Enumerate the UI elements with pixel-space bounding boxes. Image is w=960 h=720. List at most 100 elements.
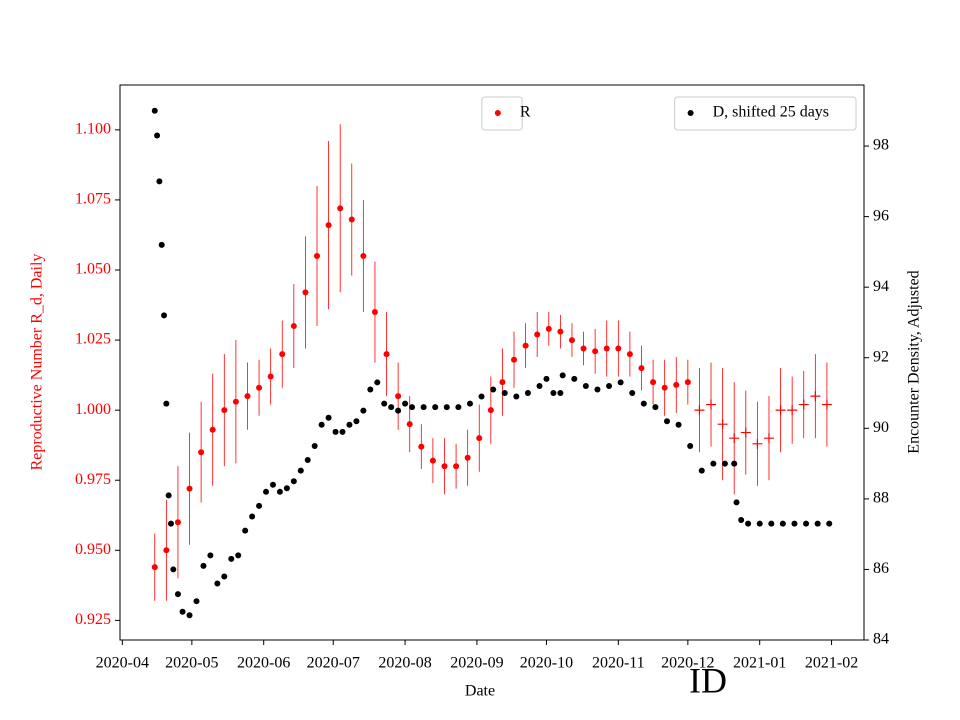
legend-box [481,96,523,131]
dot-marker [545,325,552,332]
dot-marker [768,520,775,527]
dot-marker [242,527,249,534]
y-tick-label: 0.975 [75,471,111,488]
dot-marker [325,414,332,421]
dot-marker [200,562,207,569]
dot-marker [174,591,181,598]
dot-marker [534,331,541,338]
y2-tick-label: 86 [873,560,889,577]
dot-marker [568,337,575,344]
y2-tick-label: 96 [873,207,889,224]
plus-marker [717,419,728,430]
dot-marker [432,404,439,411]
dot-marker [499,379,506,386]
dot-marker [304,457,311,464]
legend-label: R [520,104,531,121]
dot-marker [346,421,353,428]
plus-marker [694,405,705,416]
dot-marker [557,390,564,397]
dot-marker [186,485,193,492]
dot-marker [221,407,228,414]
plus-marker [810,391,821,402]
dot-marker [557,328,564,335]
dot-marker [367,386,374,393]
dot-marker [429,457,436,464]
y-tick-label: 0.950 [75,541,111,558]
dot-marker [402,400,409,407]
dot-marker [501,390,508,397]
dot-marker [381,400,388,407]
dot-marker [675,421,682,428]
dot-marker [420,404,427,411]
dot-marker [290,323,297,330]
plot-frame [119,84,865,641]
dot-marker [165,492,172,499]
dot-marker [615,345,622,352]
dot-marker [814,520,821,527]
dot-marker [198,449,205,456]
dot-marker [163,400,170,407]
x-tick-label: 2020-07 [307,655,360,672]
dot-marker [617,379,624,386]
dot-marker [179,608,186,615]
dot-marker [522,342,529,349]
y-tick-label: 0.925 [75,611,111,628]
dot-marker [221,573,228,580]
dot-marker [371,309,378,316]
dot-marker [156,178,163,185]
dot-marker [580,345,587,352]
dot-marker [244,393,251,400]
annotation: ID [689,660,727,700]
y2-tick-label: 92 [873,348,889,365]
dot-marker [151,564,158,571]
dot-marker [663,418,670,425]
dot-marker [464,454,471,461]
dot-marker [249,513,256,520]
dot-marker [235,552,242,559]
dot-marker [731,460,738,467]
dot-marker [511,356,518,363]
dot-marker [395,407,402,414]
dot-marker [374,379,381,386]
y-tick-label: 1.050 [75,261,111,278]
plus-marker [752,438,763,449]
x-axis-label: Date [465,683,495,700]
dot-marker [745,520,752,527]
dot-marker [297,467,304,474]
dot-marker [513,393,520,400]
plus-marker [798,399,809,410]
dot-marker [687,442,694,449]
dot-marker [418,443,425,450]
dot-marker [167,520,174,527]
dot-marker [337,205,344,212]
plus-marker [821,399,832,410]
y-axis-label: Reproductive Number R_d, Daily [29,254,46,471]
dot-marker [186,612,193,619]
dot-marker [353,418,360,425]
dot-marker [640,400,647,407]
dot-marker [406,421,413,428]
dot-marker [710,460,717,467]
plus-marker [763,433,774,444]
dot-marker [332,428,339,435]
x-tick-label: 2020-08 [378,655,431,672]
x-tick-label: 2021-01 [733,655,786,672]
plus-marker [787,405,798,416]
dot-marker [383,351,390,358]
dot-marker [791,520,798,527]
dot-marker [524,390,531,397]
x-tick-label: 2020-04 [96,655,149,672]
dot-marker [256,384,263,391]
dot-marker [228,555,235,562]
dot-marker [650,379,657,386]
dot-marker [276,488,283,495]
dot-marker [170,566,177,573]
dot-marker [661,384,668,391]
dot-marker [314,252,321,259]
dot-marker [318,421,325,428]
legend-marker [494,110,501,116]
x-tick-label: 2020-09 [450,655,503,672]
dot-marker [279,351,286,358]
y-tick-label: 1.100 [75,121,111,138]
